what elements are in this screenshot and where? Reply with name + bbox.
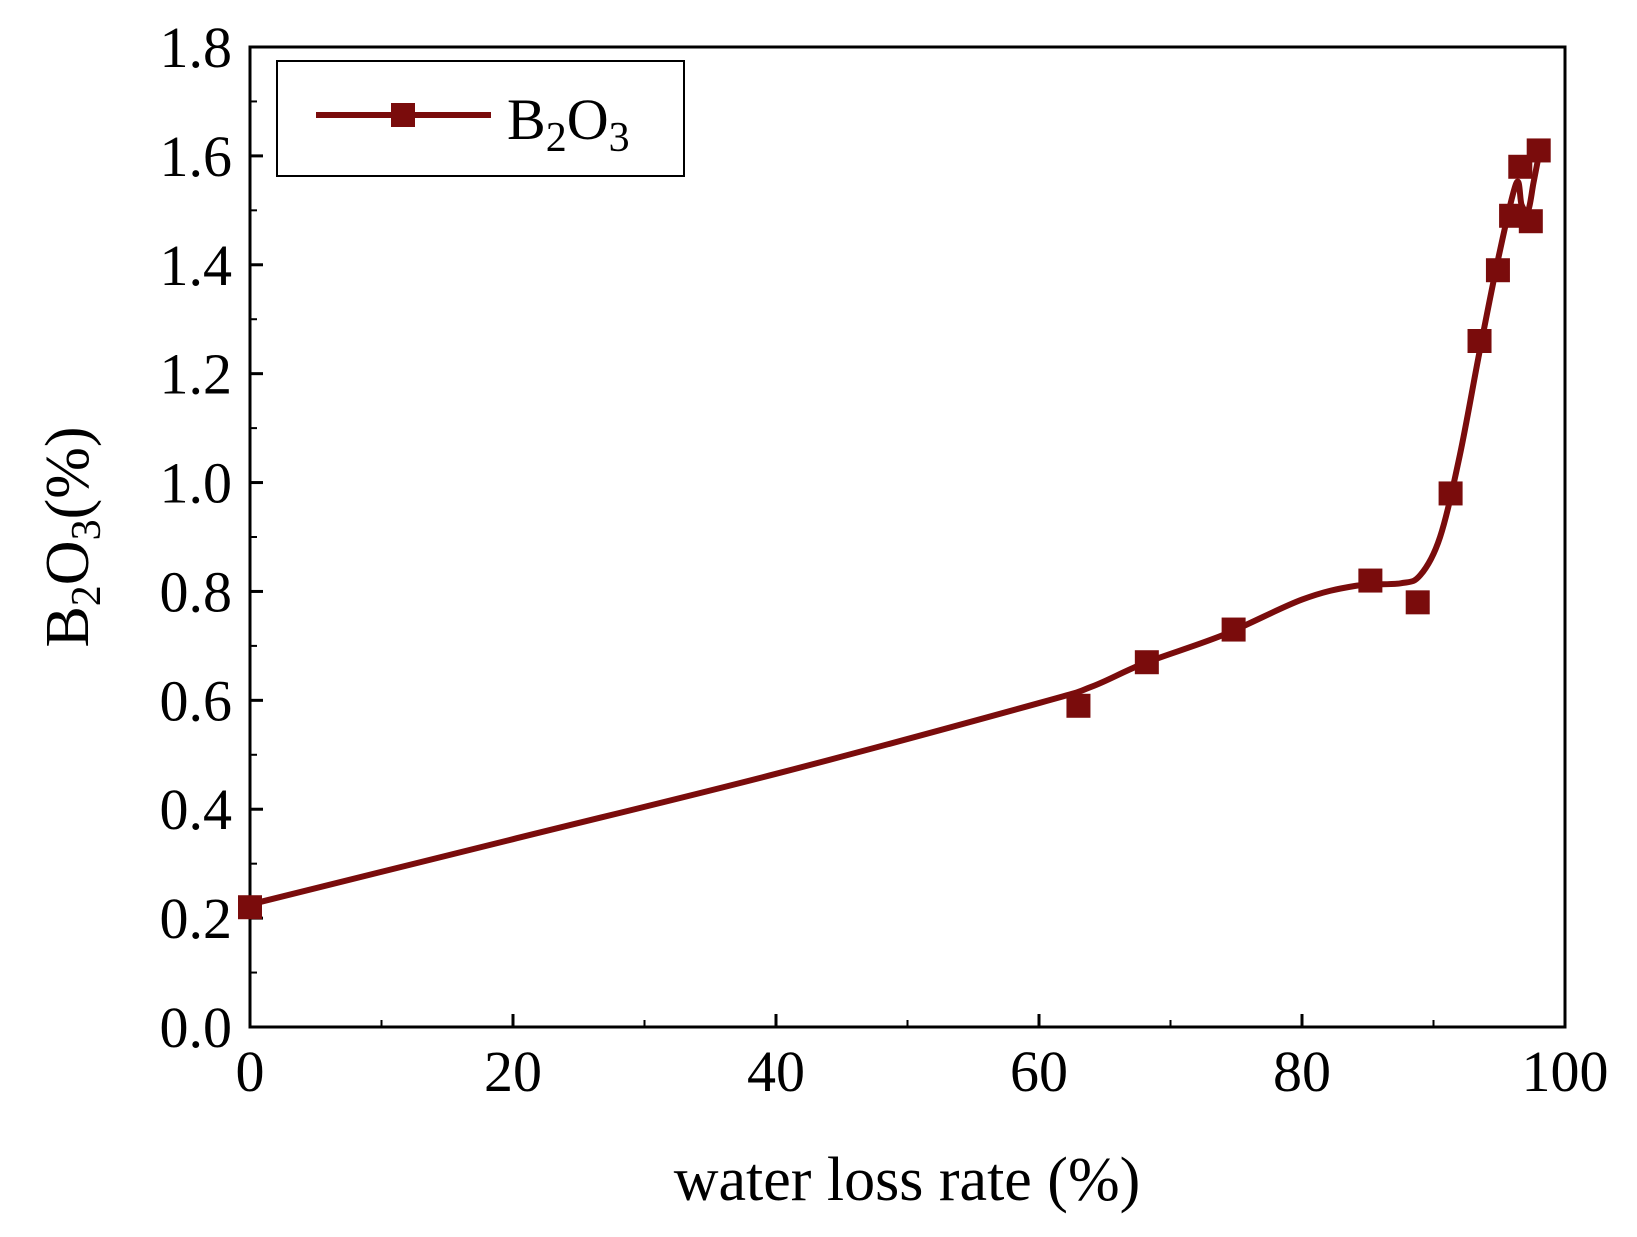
y-tick-label: 0.4 [160, 777, 233, 842]
series-layer [238, 138, 1551, 920]
y-tick-label: 1.4 [160, 233, 233, 298]
y-tick-label: 0.2 [160, 886, 233, 951]
x-axis-title: water loss rate (%) [674, 1146, 1141, 1214]
y-axis-title-mid: O [34, 540, 102, 585]
x-axis-ticks [248, 1014, 1567, 1027]
y-axis-tick-labels: 0.0 0.2 0.4 0.6 0.8 1.0 1.2 1.4 1.6 1.8 [160, 15, 233, 1060]
legend-label-sub2: 3 [609, 115, 630, 161]
plot-frame [248, 45, 1567, 1029]
data-point-marker [1221, 617, 1246, 642]
x-tick-label: 20 [484, 1039, 542, 1104]
y-tick-label: 1.0 [160, 451, 233, 516]
x-tick-label: 40 [747, 1039, 805, 1104]
data-point-marker [1526, 138, 1551, 163]
x-tick-label: 80 [1273, 1039, 1331, 1104]
legend-label-b2o3: B2O3 [507, 87, 630, 161]
data-point-marker [1438, 481, 1463, 506]
y-tick-label: 1.2 [160, 342, 233, 407]
y-tick-label: 0.8 [160, 559, 233, 624]
x-tick-label: 0 [236, 1039, 265, 1104]
data-point-marker [1134, 650, 1159, 675]
data-point-marker [1518, 209, 1543, 234]
legend-label-base: B [507, 87, 546, 152]
legend-label-mid: O [567, 87, 609, 152]
y-tick-label: 0.6 [160, 668, 233, 733]
y-tick-label: 0.0 [160, 995, 233, 1060]
y-tick-label: 1.8 [160, 15, 233, 80]
y-tick-label: 1.6 [160, 124, 233, 189]
legend-marker-sample [391, 103, 415, 127]
legend-box [276, 60, 685, 177]
legend: B2O3 [276, 60, 685, 177]
y-axis-title-suffix: (%) [34, 426, 102, 519]
data-point-marker [1358, 568, 1383, 593]
data-point-marker [238, 895, 262, 920]
y-axis-title-sub2: 3 [64, 519, 110, 540]
y-axis-title-base: B [34, 606, 102, 647]
y-axis-title: B2O3(%) [34, 426, 110, 647]
data-point-marker [1405, 590, 1430, 615]
series-fit-curve [247, 152, 1542, 908]
data-point-marker [1066, 693, 1091, 718]
data-point-marker [1467, 329, 1492, 353]
x-tick-label: 60 [1010, 1039, 1068, 1104]
x-axis-tick-labels: 0 20 40 60 80 100 [236, 1039, 1609, 1104]
x-tick-label: 100 [1522, 1039, 1609, 1104]
y-axis-title-sub1: 2 [64, 585, 110, 606]
legend-label-sub1: 2 [546, 115, 567, 161]
data-point-marker [1485, 258, 1510, 283]
y-axis-ticks [250, 45, 263, 1029]
